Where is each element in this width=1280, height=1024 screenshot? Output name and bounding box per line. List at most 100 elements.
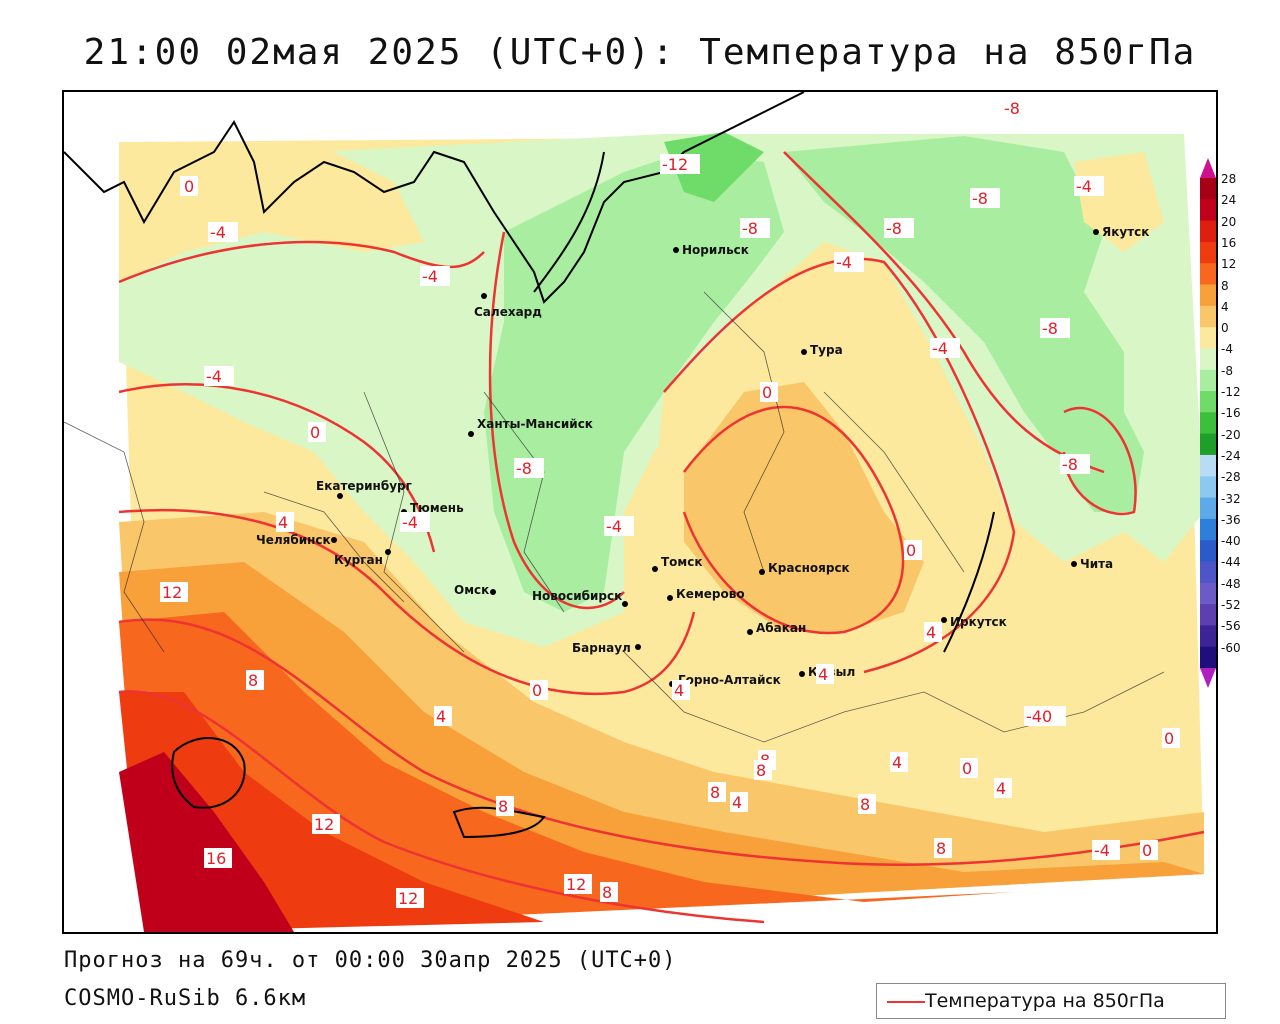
svg-text:Ханты-Мансийск: Ханты-Мансийск [477, 417, 593, 431]
svg-text:4: 4 [926, 623, 936, 642]
svg-text:Горно-Алтайск: Горно-Алтайск [678, 673, 781, 687]
iso-label: -4 [420, 266, 450, 286]
svg-text:4: 4 [732, 793, 742, 812]
city-markers: Норильск Якутск Салехард Тура Ханты-Манс… [256, 225, 1149, 687]
colorbar-tick-label: -24 [1221, 448, 1241, 463]
cold-zone-green-ne [1064, 392, 1144, 512]
svg-text:-4: -4 [836, 253, 852, 272]
iso-label: 8 [858, 794, 876, 814]
city-tomsk: Томск [652, 555, 703, 572]
city-novosibirsk: Новосибирск [532, 589, 628, 607]
colorbar-cell [1200, 241, 1216, 264]
svg-text:0: 0 [532, 681, 542, 700]
svg-text:8: 8 [936, 839, 946, 858]
svg-text:0: 0 [310, 423, 320, 442]
colorbar-cell [1200, 604, 1216, 626]
svg-text:Иркутск: Иркутск [950, 615, 1007, 629]
svg-text:Курган: Курган [334, 553, 383, 567]
svg-text:-8: -8 [972, 189, 988, 208]
svg-text:Норильск: Норильск [682, 243, 749, 257]
colorbar-tick-label: 28 [1221, 172, 1237, 186]
svg-text:8: 8 [602, 883, 612, 902]
svg-text:-4: -4 [422, 267, 438, 286]
city-krasnoyarsk: Красноярск [759, 561, 850, 575]
svg-text:8: 8 [710, 783, 720, 802]
colorbar-tick-label: 12 [1221, 257, 1237, 272]
city-yekaterinburg: Екатеринбург [316, 479, 412, 499]
colorbar-cell [1200, 433, 1216, 456]
svg-text:-4: -4 [210, 223, 226, 242]
colorbar-top-arrow [1200, 158, 1216, 178]
svg-text:Салехард: Салехард [474, 305, 542, 319]
colorbar-cells [1200, 178, 1216, 669]
svg-text:-8: -8 [1042, 319, 1058, 338]
iso-label: 4 [816, 664, 834, 684]
colorbar-tick-label: -20 [1221, 427, 1241, 442]
svg-text:0: 0 [1164, 729, 1174, 748]
svg-text:-8: -8 [1062, 455, 1078, 474]
svg-text:0: 0 [962, 759, 972, 778]
svg-text:8: 8 [860, 795, 870, 814]
iso-label: 8 [600, 882, 618, 902]
city-salekhard: Салехард [474, 293, 542, 319]
colorbar-cell [1200, 476, 1216, 499]
color-scale [1198, 158, 1278, 690]
map-title: 21:00 02мая 2025 (UTC+0): Температура на… [83, 32, 1197, 73]
svg-text:8: 8 [756, 761, 766, 780]
svg-text:Красноярск: Красноярск [768, 561, 850, 575]
colorbar-tick-label: -32 [1221, 491, 1241, 506]
color-scale-bar [1200, 158, 1216, 688]
iso-label: 16 [204, 848, 232, 868]
svg-text:Новосибирск: Новосибирск [532, 589, 622, 603]
svg-text:4: 4 [674, 681, 684, 700]
iso-label: -8 [970, 188, 1000, 208]
colorbar-cell [1200, 646, 1216, 669]
svg-text:8: 8 [248, 671, 258, 690]
colorbar-tick-label: -60 [1221, 640, 1241, 655]
coastlines [64, 92, 995, 839]
svg-text:-4: -4 [606, 517, 622, 536]
svg-text:Барнаул: Барнаул [572, 641, 631, 655]
svg-text:4: 4 [996, 779, 1006, 798]
svg-text:12: 12 [162, 583, 182, 602]
iso-label: 8 [496, 796, 514, 816]
colorbar-tick-label: 20 [1221, 214, 1237, 229]
svg-text:Абакан: Абакан [756, 621, 806, 635]
city-omsk: Омск [454, 583, 496, 597]
svg-text:16: 16 [206, 849, 226, 868]
city-chita: Чита [1071, 557, 1113, 571]
iso-label: -8 [514, 458, 544, 478]
svg-text:Челябинск: Челябинск [256, 533, 331, 547]
colorbar-cell [1200, 327, 1216, 349]
iso-label: 0 [308, 422, 326, 442]
svg-text:-8: -8 [1004, 99, 1020, 118]
colorbar-tick-label: 8 [1221, 278, 1229, 293]
legend-line-swatch [887, 1001, 925, 1003]
iso-label: 4 [890, 752, 908, 772]
colorbar-cell [1200, 199, 1216, 222]
map-frame[interactable]: Норильск Якутск Салехард Тура Ханты-Манс… [62, 90, 1218, 934]
iso-label: 8 [246, 670, 264, 690]
iso-label: 0 [530, 680, 548, 700]
colorbar-cell [1200, 305, 1216, 328]
iso-label: 8 [754, 760, 772, 780]
iso-label: -8 [884, 218, 914, 238]
colorbar-cell [1200, 391, 1216, 413]
iso-label: -4 [400, 512, 430, 532]
colorbar-cell [1200, 263, 1216, 286]
svg-text:-4: -4 [1076, 177, 1092, 196]
colorbar-tick-label: -4 [1221, 342, 1233, 357]
colorbar-tick-label: -12 [1221, 385, 1241, 400]
model-name: COSMO-RuSib 6.6км [64, 986, 307, 1011]
colorbar-cell [1200, 540, 1216, 562]
svg-text:-8: -8 [742, 219, 758, 238]
colorbar-cell [1200, 178, 1216, 200]
iso-label: 4 [924, 622, 942, 642]
forecast-info: Прогноз на 69ч. от 00:00 30апр 2025 (UTC… [64, 948, 677, 973]
iso-label: 0 [1162, 728, 1180, 748]
iso-label: 0 [760, 382, 778, 402]
svg-text:-40: -40 [1026, 707, 1052, 726]
svg-text:4: 4 [818, 665, 828, 684]
city-kemerovo: Кемерово [667, 587, 745, 601]
city-abakan: Абакан [747, 621, 806, 635]
